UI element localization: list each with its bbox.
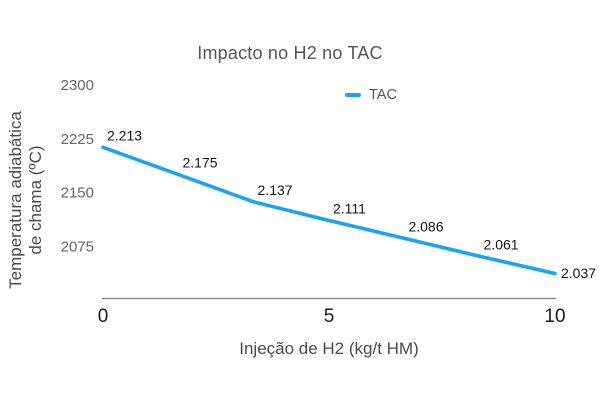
y-tick-label: 2225 bbox=[61, 131, 94, 148]
chart-title: Impacto no H2 no TAC bbox=[197, 43, 383, 63]
legend: TAC bbox=[345, 87, 397, 103]
y-tick-label: 2150 bbox=[61, 185, 94, 202]
legend-label: TAC bbox=[369, 87, 397, 103]
data-label: 2.111 bbox=[333, 200, 366, 216]
x-tick-label: 0 bbox=[98, 306, 109, 327]
x-tick-label: 5 bbox=[324, 306, 335, 327]
data-label: 2.037 bbox=[561, 265, 596, 281]
data-label: 2.175 bbox=[182, 155, 217, 171]
data-label: 2.061 bbox=[484, 236, 519, 252]
tac-line bbox=[101, 145, 557, 276]
data-label: 2.137 bbox=[258, 182, 293, 198]
data-label: 2.086 bbox=[408, 218, 443, 234]
legend-line-swatch bbox=[345, 93, 361, 97]
x-tick-label: 10 bbox=[544, 306, 565, 327]
x-axis-title: Injeção de H2 (kg/t HM) bbox=[239, 339, 419, 358]
y-tick-label: 2300 bbox=[61, 77, 94, 94]
y-tick-label: 2075 bbox=[61, 238, 94, 255]
data-label: 2.213 bbox=[107, 127, 142, 143]
